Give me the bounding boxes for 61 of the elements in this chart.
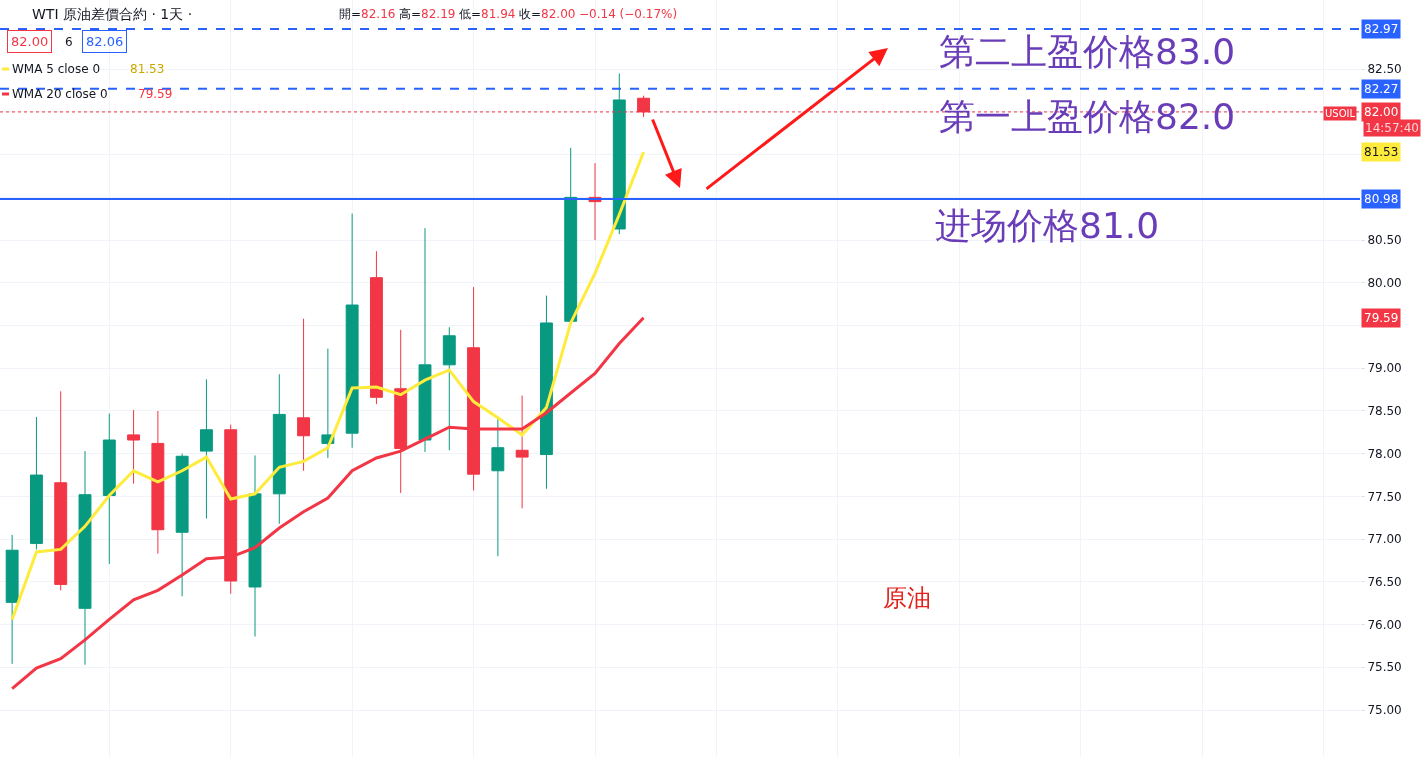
candlestick (175, 453, 189, 597)
y-tick-label: 77.50 (1367, 489, 1402, 504)
candlestick (102, 413, 116, 565)
annotation: 高=82.19 (399, 7, 456, 21)
candlestick (5, 534, 19, 665)
y-tick-label: 82.50 (1367, 62, 1402, 77)
candlestick (151, 410, 165, 555)
candlestick (345, 213, 359, 449)
ref-line-label: 82.97 (1364, 22, 1399, 36)
ref-line-label: 82.00 (1364, 105, 1399, 119)
text: 79.59 (1364, 311, 1399, 325)
chart-title: WTI 原油差價合約 · 1天 · (32, 6, 193, 22)
y-tick-label: 76.00 (1367, 617, 1402, 632)
annotation: 6 (65, 35, 73, 49)
annotation: 82.06 (86, 34, 124, 49)
legend-label: WMA 5 close 0 (12, 62, 101, 76)
annotation: 收=82.00 (519, 7, 576, 21)
y-tick-label: 80.50 (1367, 233, 1402, 248)
y-tick-label: 76.50 (1367, 575, 1402, 590)
annotation: 进场价格81.0 (935, 205, 1160, 246)
line-series (10, 150, 646, 621)
annotation: 低=81.94 (459, 7, 516, 21)
annotation: 第一上盈价格82.0 (939, 96, 1236, 137)
ref-line-label: 82.27 (1364, 82, 1399, 96)
y-tick-label: 75.50 (1367, 660, 1402, 675)
annotation: 79.59 (138, 87, 173, 101)
ref-line-label: 80.98 (1364, 192, 1399, 206)
candlestick (199, 378, 213, 520)
candlestick (612, 72, 626, 235)
text: 14:57:40 (1365, 121, 1419, 135)
candlestick (369, 250, 383, 405)
annotation: 開=82.16 (339, 7, 396, 21)
annotation: 81.53 (130, 62, 165, 76)
candlestick (29, 416, 43, 550)
candlestick (127, 409, 141, 485)
legend-label: WMA 20 close 0 (12, 87, 108, 101)
text: 81.53 (1364, 145, 1399, 159)
candlestick (78, 450, 92, 666)
y-tick-label: 75.00 (1367, 703, 1402, 718)
y-tick-label: 78.00 (1367, 446, 1402, 461)
annotation: 原油 (883, 584, 931, 612)
candlestick (297, 318, 311, 472)
candlestick (394, 329, 408, 494)
annotation: 82.00 (11, 34, 49, 49)
y-tick-label: 77.00 (1367, 532, 1402, 547)
annotation: USOIL (1325, 108, 1356, 119)
candlestick (54, 390, 68, 591)
candlestick (418, 227, 432, 453)
candlestick (248, 454, 262, 638)
candlestick (564, 147, 578, 322)
y-tick-label: 80.00 (1367, 276, 1402, 291)
candlestick (515, 395, 529, 509)
annotation: 第二上盈价格83.0 (939, 31, 1236, 72)
candlestick (442, 326, 456, 451)
candlestick (272, 373, 286, 525)
candlestick (224, 424, 238, 595)
annotation: −0.14 (−0.17%) (579, 7, 678, 21)
y-tick-label: 78.50 (1367, 404, 1402, 419)
candlestick (491, 417, 505, 557)
y-tick-label: 79.00 (1367, 361, 1402, 376)
candlestick (539, 295, 553, 490)
